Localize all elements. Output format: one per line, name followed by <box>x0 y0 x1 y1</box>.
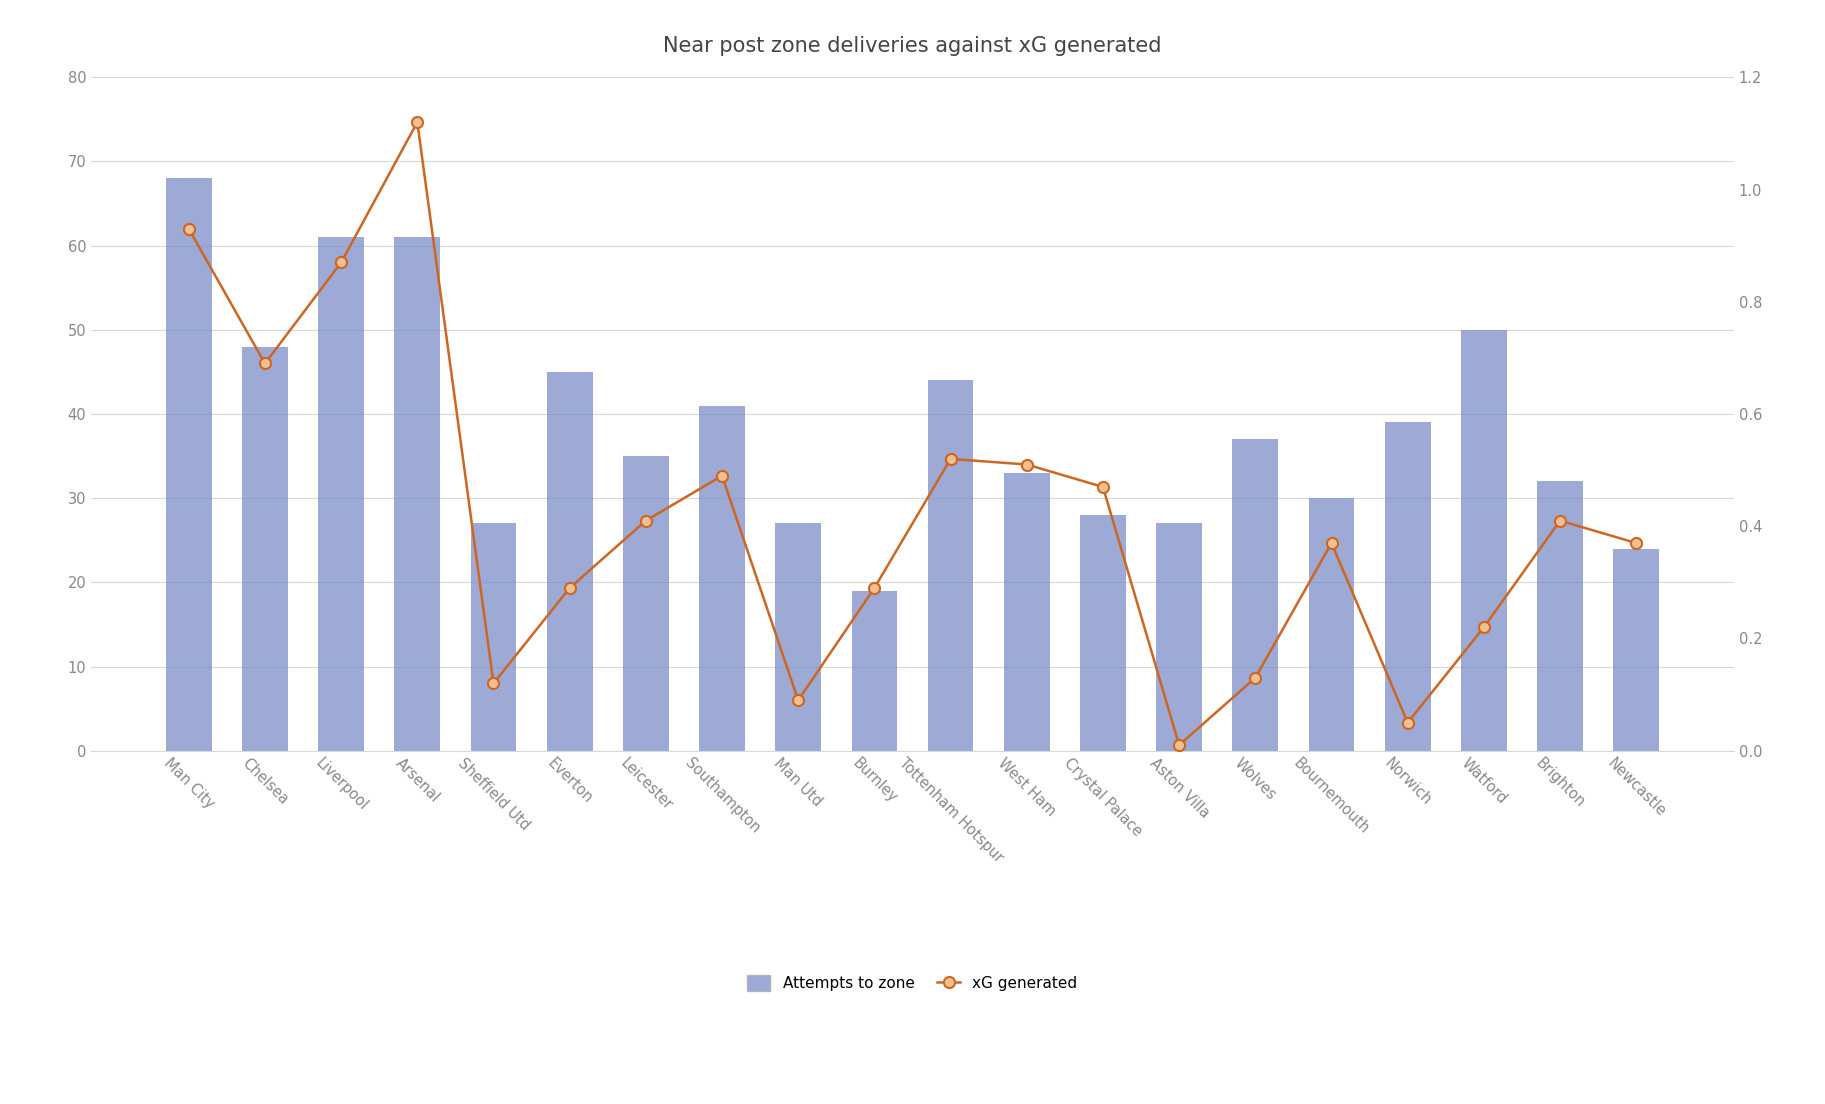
Bar <box>318 237 363 751</box>
Bar <box>1080 514 1126 751</box>
Title: Near post zone deliveries against xG generated: Near post zone deliveries against xG gen… <box>662 36 1163 56</box>
Bar <box>699 405 745 751</box>
Bar <box>1537 481 1582 751</box>
Bar <box>1004 473 1049 751</box>
Bar <box>852 591 898 751</box>
Bar <box>1462 330 1507 751</box>
Bar <box>927 380 973 751</box>
Legend: Attempts to zone, xG generated: Attempts to zone, xG generated <box>739 968 1086 999</box>
Bar <box>622 456 668 751</box>
Bar <box>1157 523 1203 751</box>
Bar <box>1613 549 1659 751</box>
Bar <box>166 178 212 751</box>
Bar <box>1385 423 1431 751</box>
Bar <box>243 347 288 751</box>
Bar <box>548 372 593 751</box>
Bar <box>394 237 440 751</box>
Bar <box>1309 498 1354 751</box>
Bar <box>1232 439 1277 751</box>
Bar <box>471 523 516 751</box>
Bar <box>776 523 821 751</box>
